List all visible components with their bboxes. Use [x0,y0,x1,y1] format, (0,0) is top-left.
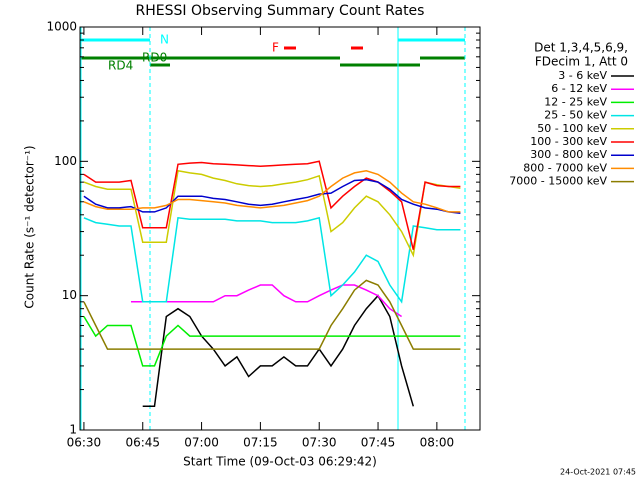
legend-label: 100 - 300 keV [530,135,607,148]
annotation: F [272,41,279,55]
x-axis-label: Start Time (09-Oct-03 06:29:42) [183,455,377,469]
x-tick-label: 06:45 [125,436,160,450]
data-line [83,216,461,304]
data-line [83,169,461,258]
annotation: RD4 [108,59,133,73]
data-line [83,170,461,213]
x-tick-label: 07:45 [361,436,396,450]
legend-header: Det 1,3,4,5,6,9, [534,41,628,55]
legend-header: FDecim 1, Att 0 [535,55,628,69]
x-tick-label: 07:00 [184,436,219,450]
footer: 24-Oct-2021 07:45 [560,468,636,477]
legend-label: 800 - 7000 keV [523,161,607,174]
legend-label: 3 - 6 keV [558,69,607,82]
legend-label: 6 - 12 keV [551,82,607,95]
x-tick-label: 08:00 [420,436,455,450]
x-tick-label: 07:15 [243,436,278,450]
x-tick-label: 06:30 [67,436,102,450]
flags: N F RD4 RD0 [80,27,466,430]
legend-label: 12 - 25 keV [544,95,607,108]
data-line [131,284,403,318]
legend-label: 50 - 100 keV [537,122,607,135]
plot-frame [79,26,481,431]
y-tick-label: 1000 [46,20,77,34]
data-line [83,178,461,215]
chart-title: RHESSI Observing Summary Count Rates [136,3,425,19]
legend-label: 25 - 50 keV [544,109,607,122]
data-line [83,160,461,250]
legend-label: 7000 - 15000 keV [509,175,607,188]
y-tick-label: 10 [62,288,77,302]
data-line [142,294,415,408]
y-tick-label: 1 [69,423,77,437]
data-line [83,316,461,367]
y-axis-label: Count Rate (s⁻¹ detector⁻¹) [23,145,37,308]
data-line [83,279,461,350]
annotation: N [160,33,169,47]
y-tick-label: 100 [54,154,77,168]
legend-label: 300 - 800 keV [530,148,607,161]
annotation: RD0 [142,51,167,65]
x-tick-label: 07:30 [302,436,337,450]
